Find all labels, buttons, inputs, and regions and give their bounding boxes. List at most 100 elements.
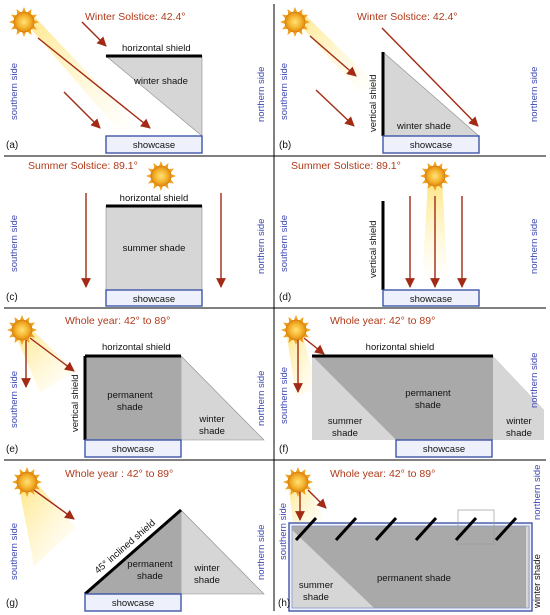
summer-label-line2: shade — [332, 428, 358, 439]
shade-label: winter shade — [396, 121, 451, 132]
sun-icon — [419, 160, 451, 192]
panel-label: (f) — [279, 444, 288, 455]
permanent-label-line2: shade — [137, 571, 163, 582]
northern-side-label: northern side — [529, 219, 540, 274]
northern-side-label: northern side — [256, 219, 267, 274]
panel-label: (g) — [6, 598, 18, 609]
panel-title: Summer Solstice: 89.1° — [291, 160, 401, 172]
winter-label-line2: shade — [506, 428, 532, 439]
panel-label: (b) — [279, 140, 291, 151]
sun-glow — [14, 328, 76, 392]
shield-h-label: horizontal shield — [102, 342, 171, 353]
showcase-inner-frame — [291, 525, 530, 609]
panel-a: Winter Solstice: 42.4° horizontal shield… — [6, 6, 267, 154]
northern-side-label: northern side — [529, 353, 540, 408]
showcase-box — [382, 289, 480, 307]
panel-b: Winter Solstice: 42.4° vertical shield w… — [279, 6, 540, 154]
sun-ray — [29, 337, 75, 372]
panel-c: Summer Solstice: 89.1° horizontal shield… — [6, 160, 267, 307]
panel-label: (a) — [6, 140, 18, 151]
sun-glow — [286, 326, 318, 396]
winter-shade-area — [493, 356, 544, 440]
showcase-box — [382, 135, 480, 154]
showcase-box — [105, 289, 203, 307]
panel-e: Whole year: 42° to 89° horizontal shield… — [6, 314, 267, 458]
northern-side-label: northern side — [529, 67, 540, 122]
permanent-label-line2: shade — [415, 400, 441, 411]
showcase-label: showcase — [133, 294, 175, 305]
louver-highlight — [457, 509, 495, 545]
southern-side-label: southern side — [279, 63, 290, 120]
sun-ray — [33, 489, 75, 520]
sun-ray — [81, 21, 107, 47]
showcase-box — [395, 439, 493, 458]
panel-label: (d) — [279, 292, 291, 303]
showcase-box — [84, 593, 182, 612]
panel-title: Whole year: 42° to 89° — [65, 315, 170, 327]
shield-label: vertical shield — [368, 220, 379, 278]
summer-label-line2: shade — [303, 592, 329, 603]
sun-ray — [307, 489, 327, 509]
permanent-label-line2: shade — [117, 402, 143, 413]
permanent-shade-area — [85, 356, 181, 440]
panel-label: (c) — [6, 292, 18, 303]
sun-ray — [315, 89, 355, 127]
northern-side-label: northern side — [256, 67, 267, 122]
southern-side-label: southern side — [9, 63, 20, 120]
sun-glow — [18, 480, 76, 566]
summer-shade-area — [312, 356, 396, 440]
winter-label-line2: shade — [194, 575, 220, 586]
sun-ray — [309, 35, 357, 77]
panel-title: Winter Solstice: 42.4° — [357, 11, 458, 23]
panel-title: Whole year: 42° to 89° — [330, 315, 435, 327]
permanent-shade-area — [292, 526, 526, 608]
panel-d: Summer Solstice: 89.1° vertical shield s… — [279, 160, 540, 307]
panel-title: Whole year: 42° to 89° — [330, 468, 435, 480]
southern-side-label: southern side — [9, 215, 20, 272]
panel-title: Winter Solstice: 42.4° — [85, 11, 186, 23]
southern-side-label: southern side — [9, 371, 20, 428]
panel-g: Whole year : 42° to 89° 45° inclined shi… — [6, 466, 267, 612]
panel-f: Whole year: 42° to 89° horizontal shield… — [279, 314, 544, 458]
showcase-label: showcase — [112, 598, 154, 609]
panel-title: Whole year : 42° to 89° — [65, 468, 173, 480]
showcase-label: showcase — [410, 140, 452, 151]
summer-label-line1: summer — [299, 580, 333, 591]
shade-label: summer shade — [123, 243, 186, 254]
sun-icon — [145, 160, 177, 192]
sun-icon — [279, 6, 311, 38]
panel-h: Whole year: 42° to 89° permanent shade s… — [278, 465, 543, 612]
showcase-box — [105, 135, 203, 154]
showcase-box — [84, 439, 182, 458]
shade-area — [312, 356, 544, 440]
showcase-label: showcase — [423, 444, 465, 455]
northern-side-label: northern side — [532, 465, 543, 520]
summer-label-line1: summer — [328, 416, 362, 427]
northern-side-label: northern side — [256, 525, 267, 580]
sun-ray — [63, 91, 101, 129]
winter-shade-area — [526, 526, 530, 608]
showcase-label: showcase — [112, 444, 154, 455]
permanent-label: permanent shade — [377, 573, 451, 584]
sun-ray — [381, 27, 479, 127]
sun-glow — [18, 12, 140, 132]
shield-label: horizontal shield — [122, 43, 191, 54]
permanent-label-line1: permanent — [107, 390, 153, 401]
winter-label-line2: shade — [199, 426, 225, 437]
shield-label: horizontal shield — [366, 342, 435, 353]
shield-label: horizontal shield — [120, 193, 189, 204]
panel-title: Summer Solstice: 89.1° — [28, 160, 138, 172]
sun-ray — [37, 37, 151, 129]
winter-label: winter shade — [532, 554, 543, 609]
winter-label-line1: winter — [193, 563, 219, 574]
northern-side-label: northern side — [256, 371, 267, 426]
permanent-label-line1: permanent — [405, 388, 451, 399]
southern-side-label: southern side — [279, 215, 290, 272]
panel-grid — [4, 4, 546, 611]
sun-ray — [303, 337, 325, 355]
shield-label: vertical shield — [368, 74, 379, 132]
panel-label: (h) — [278, 598, 290, 609]
winter-label-line1: winter — [505, 416, 531, 427]
shield-v-label: vertical shield — [70, 374, 81, 432]
southern-side-label: southern side — [9, 523, 20, 580]
